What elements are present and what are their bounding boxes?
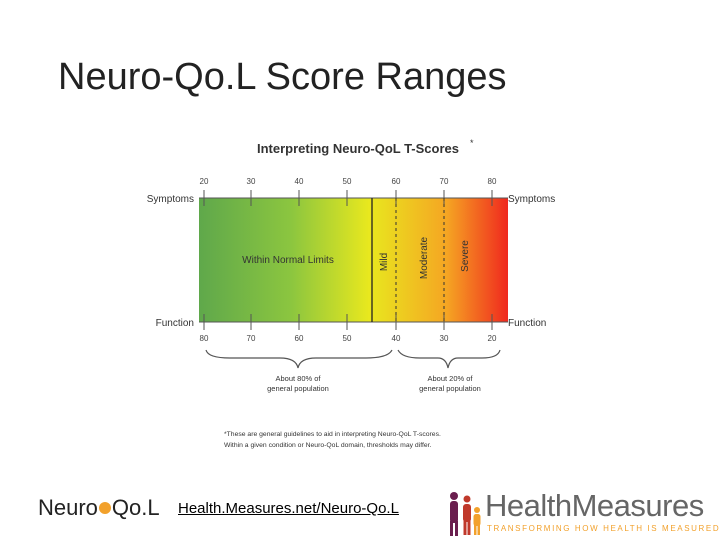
footnote-line2: Within a given condition or Neuro-QoL do… [224, 442, 432, 449]
function-tick-label: 60 [295, 334, 304, 343]
healthmeasures-wordmark: HealthMeasures [485, 488, 704, 523]
neuro-qol-logo: Neuro Qo.L [38, 495, 160, 521]
population-left-line2: general population [267, 384, 329, 393]
symptom-tick-label: 70 [440, 177, 449, 186]
slide-title: Neuro-Qo.L Score Ranges [58, 56, 507, 98]
function-label-left: Function [156, 318, 194, 329]
healthmeasures-tagline: TRANSFORMING HOW HEALTH IS MEASURED [487, 524, 720, 533]
symptom-tick-label: 60 [392, 177, 401, 186]
zone-mild-label: Mild [379, 253, 390, 271]
logo-text-qol: Qo.L [111, 495, 160, 520]
symptoms-label-left: Symptoms [147, 194, 194, 205]
healthmeasures-logo: HealthMeasures TRANSFORMING HOW HEALTH I… [445, 488, 720, 538]
population-left-line1: About 80% of [275, 374, 321, 383]
symptom-tick-label: 50 [343, 177, 352, 186]
brace-20-percent [397, 349, 501, 369]
function-tick-label: 40 [392, 334, 401, 343]
symptoms-label-right: Symptoms [508, 194, 555, 205]
zone-severe-label: Severe [460, 240, 471, 272]
function-tick-label: 20 [488, 334, 497, 343]
logo-dot [98, 502, 111, 514]
symptom-tick-label: 30 [247, 177, 256, 186]
function-tick-label: 50 [343, 334, 352, 343]
figure-title-mark: * [470, 138, 474, 148]
symptom-tick-label: 80 [488, 177, 497, 186]
brace-80-percent [205, 349, 393, 369]
severity-band [199, 198, 508, 322]
function-tick-label: 70 [247, 334, 256, 343]
figure-title: Interpreting Neuro-QoL T-Scores [257, 141, 459, 156]
population-right-line2: general population [419, 384, 481, 393]
healthmeasures-link[interactable]: Health.Measures.net/Neuro-Qo.L [178, 500, 399, 517]
zone-moderate-label: Moderate [419, 236, 430, 279]
symptom-tick-label: 20 [200, 177, 209, 186]
function-tick-label: 30 [440, 334, 449, 343]
logo-text-neuro: Neuro [38, 495, 98, 520]
population-right-line1: About 20% of [427, 374, 473, 383]
family-icon [450, 492, 481, 536]
function-tick-marks [203, 314, 493, 330]
zone-normal-label: Within Normal Limits [242, 255, 334, 266]
footnote-line1: *These are general guidelines to aid in … [224, 431, 441, 438]
function-tick-label: 80 [200, 334, 209, 343]
function-label-right: Function [508, 318, 546, 329]
symptom-tick-label: 40 [295, 177, 304, 186]
